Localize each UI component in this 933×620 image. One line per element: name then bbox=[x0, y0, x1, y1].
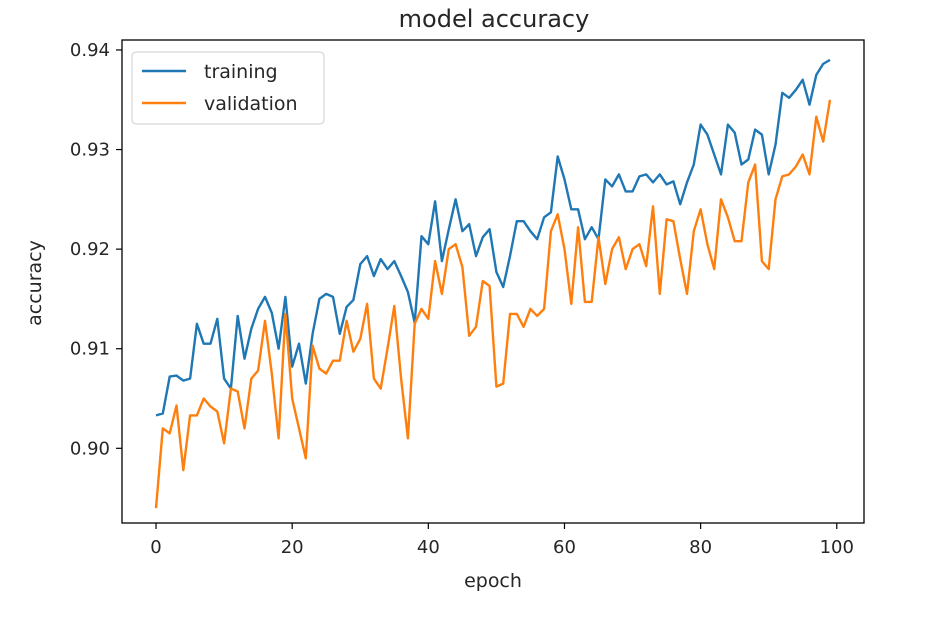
legend-label-training: training bbox=[204, 61, 278, 83]
series-line-validation bbox=[154, 99, 832, 509]
y-tick-label: 0.90 bbox=[70, 438, 110, 459]
y-tick-label: 0.92 bbox=[70, 239, 110, 260]
chart-title: model accuracy bbox=[399, 5, 590, 33]
axes-frame bbox=[121, 39, 865, 524]
x-tick-label: 0 bbox=[150, 537, 161, 558]
x-axis-label: epoch bbox=[464, 570, 522, 592]
x-tick-label: 60 bbox=[553, 537, 576, 558]
series-line-training bbox=[155, 58, 831, 417]
plot-area bbox=[154, 58, 832, 509]
x-tick-label: 40 bbox=[417, 537, 440, 558]
y-tick-label: 0.91 bbox=[70, 339, 110, 360]
x-axis: 0 20 40 60 80 100 bbox=[150, 523, 854, 558]
x-tick-label: 20 bbox=[281, 537, 304, 558]
y-axis: 0.90 0.91 0.92 0.93 0.94 bbox=[70, 40, 122, 459]
x-tick-label: 80 bbox=[689, 537, 712, 558]
x-tick-label: 100 bbox=[820, 537, 854, 558]
y-tick-label: 0.94 bbox=[70, 40, 110, 61]
y-axis-label: accuracy bbox=[24, 240, 46, 326]
legend: training validation bbox=[131, 51, 325, 125]
y-tick-label: 0.93 bbox=[70, 140, 110, 161]
legend-label-validation: validation bbox=[204, 93, 298, 115]
